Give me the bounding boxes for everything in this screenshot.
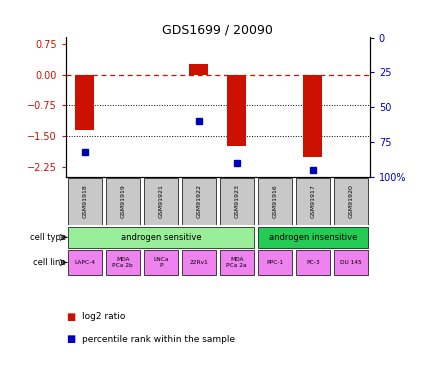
Text: MDA
PCa 2a: MDA PCa 2a xyxy=(227,257,247,268)
Text: PC-3: PC-3 xyxy=(306,260,320,265)
Text: GSM91917: GSM91917 xyxy=(310,184,315,218)
Bar xyxy=(296,178,330,225)
Bar xyxy=(296,250,330,275)
Bar xyxy=(182,250,216,275)
Bar xyxy=(220,178,254,225)
Text: cell line: cell line xyxy=(33,258,66,267)
Text: LNCa
P: LNCa P xyxy=(153,257,169,268)
Text: ■: ■ xyxy=(66,334,75,344)
Bar xyxy=(258,226,368,248)
Text: PPC-1: PPC-1 xyxy=(266,260,283,265)
Text: cell type: cell type xyxy=(30,233,66,242)
Bar xyxy=(227,75,246,147)
Bar xyxy=(106,250,140,275)
Text: ■: ■ xyxy=(66,312,75,322)
Bar xyxy=(189,64,208,75)
Title: GDS1699 / 20090: GDS1699 / 20090 xyxy=(162,23,273,36)
Text: LAPC-4: LAPC-4 xyxy=(74,260,95,265)
Text: log2 ratio: log2 ratio xyxy=(82,312,125,321)
Bar xyxy=(258,178,292,225)
Bar xyxy=(220,250,254,275)
Bar xyxy=(303,75,322,157)
Bar xyxy=(68,178,102,225)
Text: MDA
PCa 2b: MDA PCa 2b xyxy=(113,257,133,268)
Text: GSM91920: GSM91920 xyxy=(348,184,353,218)
Bar xyxy=(334,250,368,275)
Bar xyxy=(144,250,178,275)
Bar xyxy=(75,75,94,130)
Text: GSM91921: GSM91921 xyxy=(159,184,163,218)
Text: androgen insensitive: androgen insensitive xyxy=(269,233,357,242)
Text: GSM91916: GSM91916 xyxy=(272,184,277,218)
Bar xyxy=(68,250,102,275)
Text: 22Rv1: 22Rv1 xyxy=(190,260,208,265)
Text: androgen sensitive: androgen sensitive xyxy=(121,233,201,242)
Text: GSM91919: GSM91919 xyxy=(120,184,125,218)
Bar xyxy=(68,226,254,248)
Text: GSM91922: GSM91922 xyxy=(196,184,201,218)
Bar xyxy=(334,178,368,225)
Bar xyxy=(258,250,292,275)
Bar xyxy=(144,178,178,225)
Text: DU 145: DU 145 xyxy=(340,260,362,265)
Text: percentile rank within the sample: percentile rank within the sample xyxy=(82,335,235,344)
Text: GSM91923: GSM91923 xyxy=(234,184,239,218)
Text: GSM91918: GSM91918 xyxy=(82,184,88,218)
Bar xyxy=(106,178,140,225)
Bar xyxy=(182,178,216,225)
